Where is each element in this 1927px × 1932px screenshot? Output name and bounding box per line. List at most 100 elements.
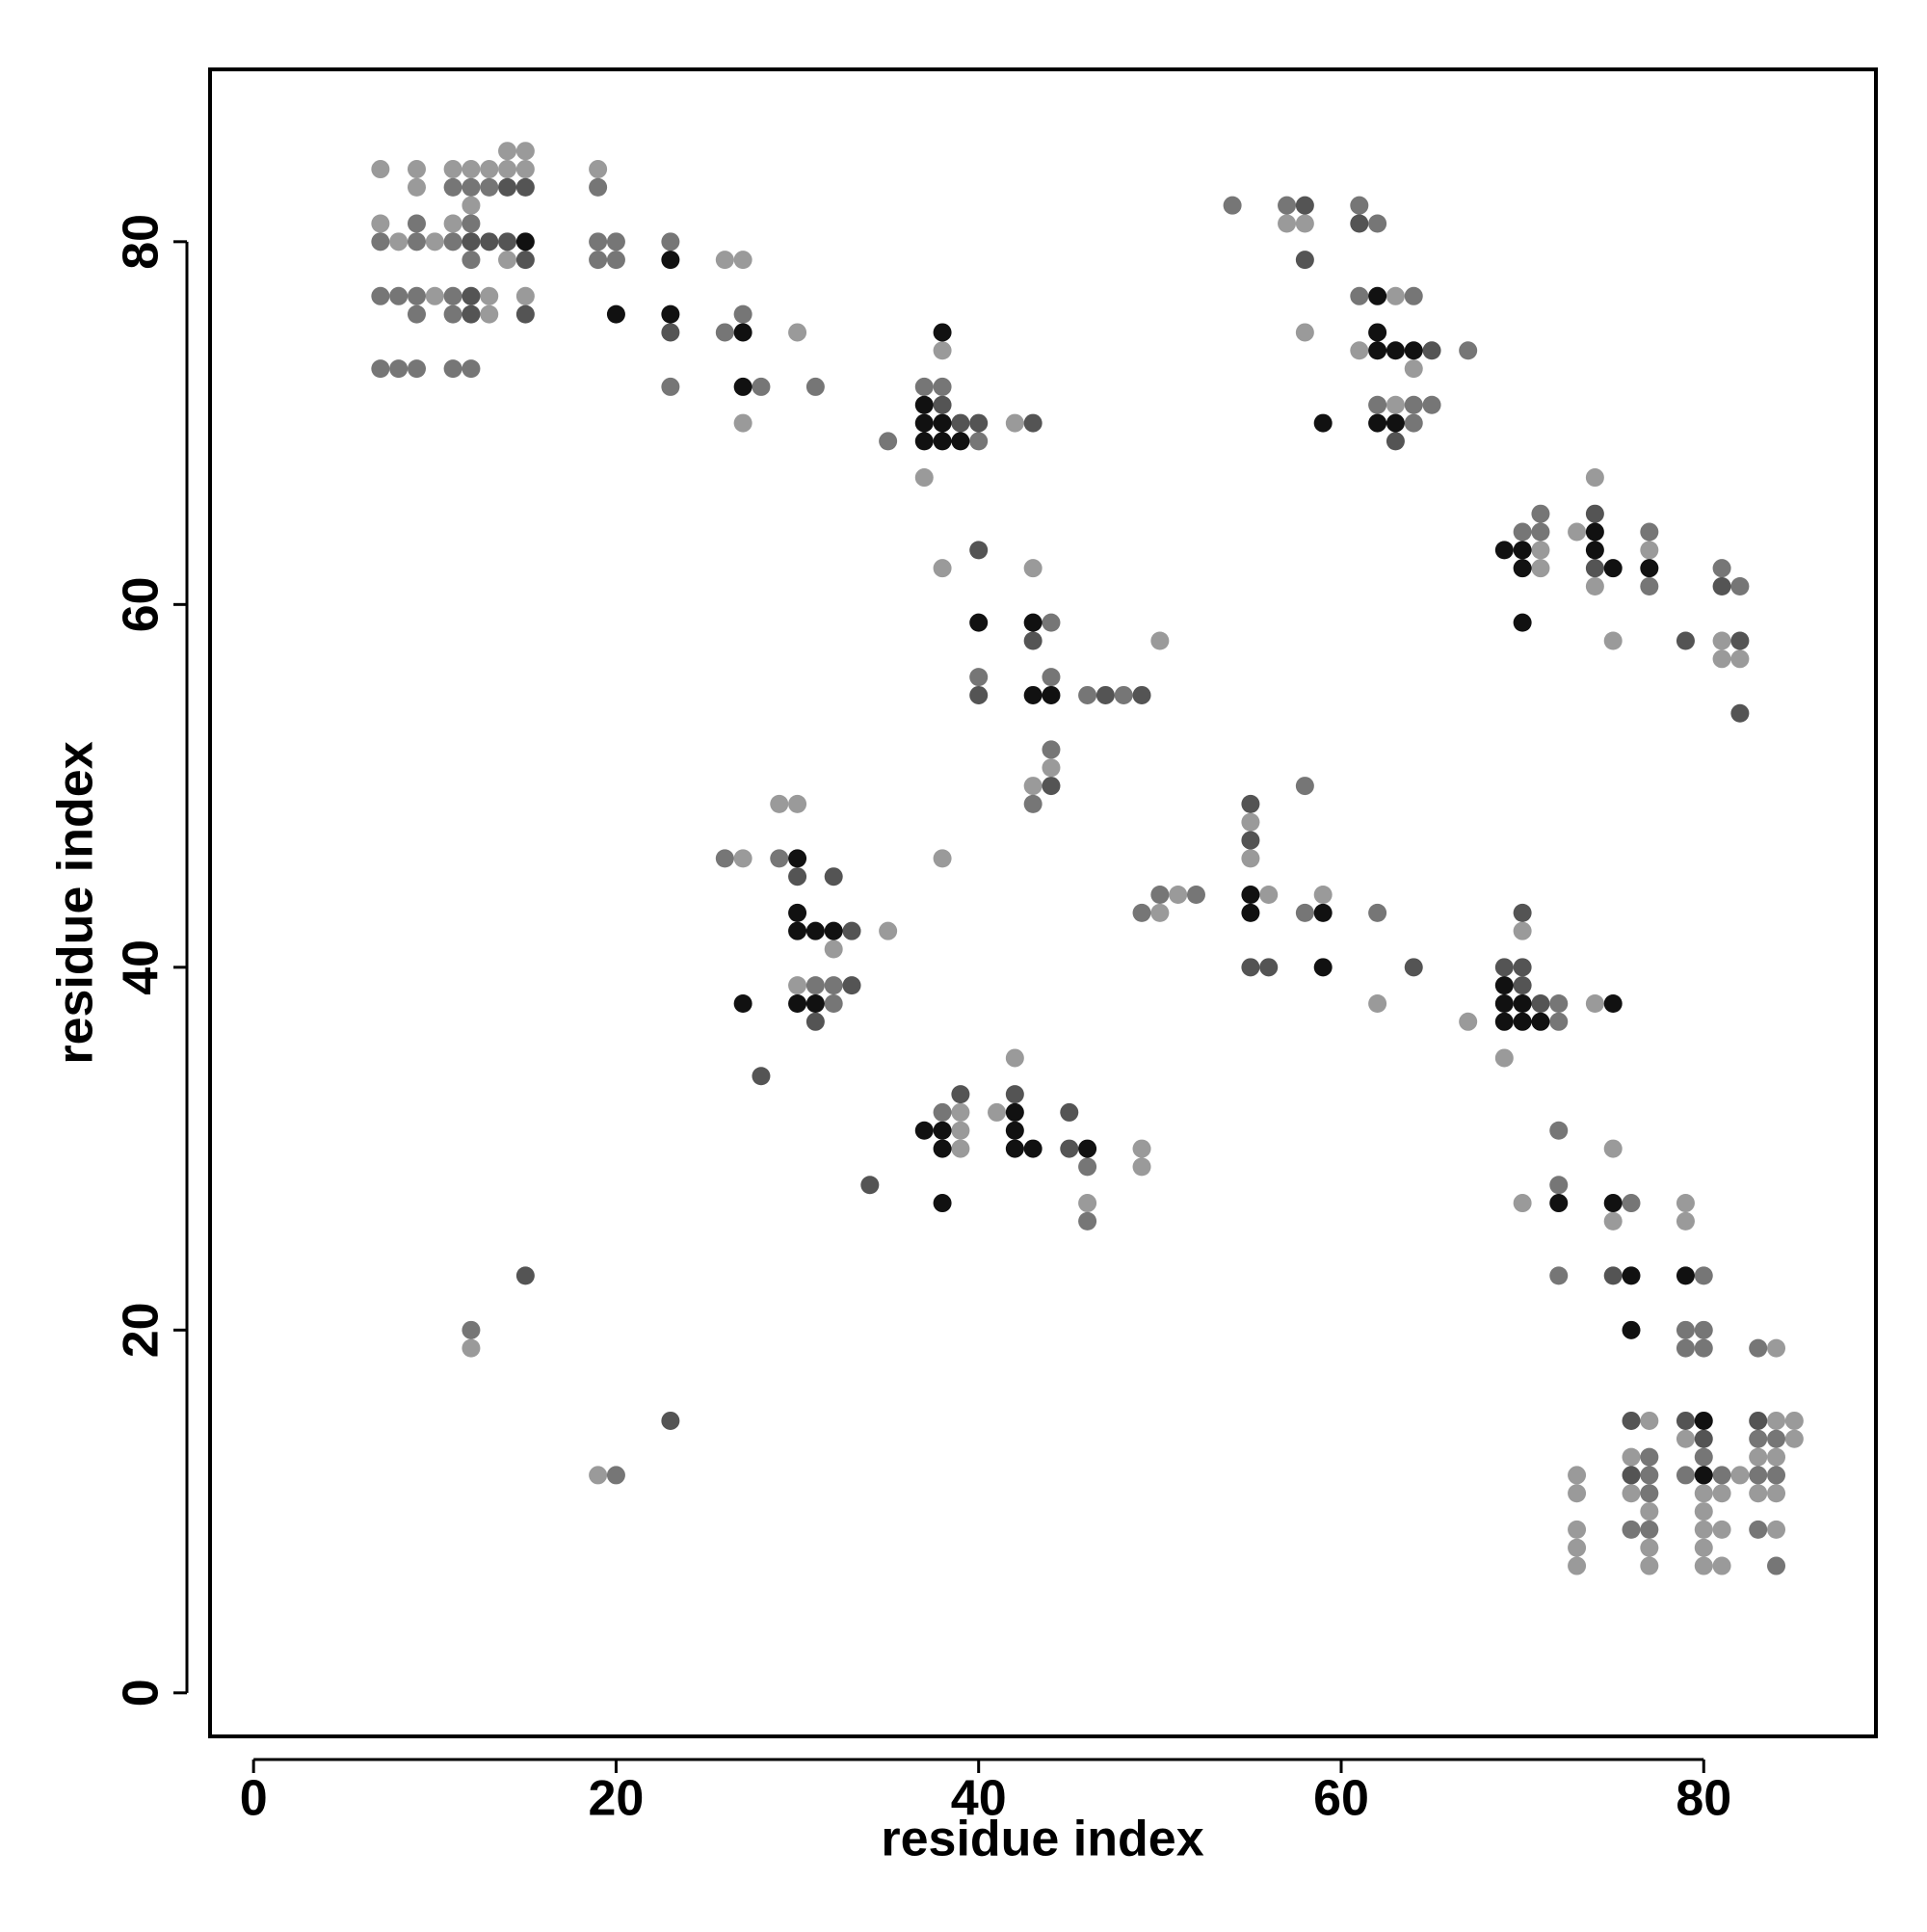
point bbox=[1531, 993, 1550, 1013]
point bbox=[969, 413, 989, 433]
point bbox=[1368, 903, 1387, 922]
point bbox=[661, 323, 680, 342]
point bbox=[933, 559, 952, 578]
point bbox=[1676, 1266, 1695, 1285]
point bbox=[1023, 794, 1043, 813]
point bbox=[1386, 341, 1405, 360]
point bbox=[443, 160, 462, 179]
point bbox=[1568, 522, 1587, 542]
point bbox=[515, 251, 535, 270]
point bbox=[752, 1067, 771, 1086]
point bbox=[805, 1012, 825, 1031]
point bbox=[1694, 1466, 1713, 1485]
point bbox=[1694, 1520, 1713, 1539]
point bbox=[1368, 341, 1387, 360]
point bbox=[1241, 812, 1260, 832]
point bbox=[1767, 1556, 1786, 1575]
point bbox=[462, 1320, 481, 1339]
point bbox=[933, 432, 952, 451]
point bbox=[1078, 1157, 1097, 1177]
point bbox=[1676, 1429, 1695, 1448]
point bbox=[1694, 1447, 1713, 1467]
point bbox=[1640, 1520, 1659, 1539]
y-tick-label: 80 bbox=[114, 214, 170, 270]
point bbox=[1712, 1556, 1731, 1575]
point bbox=[462, 1338, 481, 1358]
point bbox=[1023, 413, 1043, 433]
point bbox=[805, 976, 825, 995]
point bbox=[1494, 958, 1514, 977]
point bbox=[1386, 432, 1405, 451]
point bbox=[1060, 1139, 1079, 1158]
point bbox=[443, 177, 462, 197]
point bbox=[661, 232, 680, 251]
point bbox=[824, 940, 843, 959]
point bbox=[589, 232, 608, 251]
point bbox=[1712, 577, 1731, 596]
point bbox=[1694, 1320, 1713, 1339]
point bbox=[1640, 541, 1659, 560]
x-tick-label: 20 bbox=[589, 1771, 645, 1827]
point bbox=[1640, 522, 1659, 542]
point bbox=[824, 993, 843, 1013]
point bbox=[1549, 1121, 1569, 1140]
point bbox=[1513, 522, 1532, 542]
point bbox=[443, 286, 462, 305]
point bbox=[661, 251, 680, 270]
point bbox=[1676, 1411, 1695, 1430]
point bbox=[805, 377, 825, 396]
point bbox=[1259, 886, 1279, 905]
point bbox=[914, 377, 934, 396]
point bbox=[443, 232, 462, 251]
point bbox=[1749, 1520, 1768, 1539]
point bbox=[1585, 541, 1604, 560]
point bbox=[1060, 1102, 1079, 1122]
point bbox=[1241, 794, 1260, 813]
point bbox=[1585, 522, 1604, 542]
point bbox=[824, 867, 843, 887]
point bbox=[1150, 903, 1170, 922]
point bbox=[515, 160, 535, 179]
point bbox=[1531, 559, 1550, 578]
point bbox=[480, 304, 499, 324]
point bbox=[480, 177, 499, 197]
point bbox=[1749, 1429, 1768, 1448]
point bbox=[480, 160, 499, 179]
point bbox=[1278, 214, 1297, 233]
point bbox=[933, 413, 952, 433]
point bbox=[407, 177, 426, 197]
point bbox=[1459, 341, 1478, 360]
point bbox=[1694, 1411, 1713, 1430]
point bbox=[733, 323, 752, 342]
point bbox=[498, 232, 517, 251]
point bbox=[788, 993, 807, 1013]
point bbox=[805, 921, 825, 940]
point bbox=[1513, 903, 1532, 922]
point bbox=[1640, 577, 1659, 596]
point bbox=[1568, 1556, 1587, 1575]
point bbox=[1622, 1466, 1641, 1485]
point bbox=[824, 921, 843, 940]
point bbox=[480, 232, 499, 251]
point bbox=[1712, 631, 1731, 650]
point bbox=[1640, 1411, 1659, 1430]
point bbox=[842, 976, 861, 995]
point bbox=[1459, 1012, 1478, 1031]
point bbox=[1676, 1194, 1695, 1213]
point bbox=[1223, 196, 1242, 215]
point bbox=[407, 286, 426, 305]
point bbox=[1712, 1466, 1731, 1485]
point bbox=[462, 286, 481, 305]
point bbox=[1368, 286, 1387, 305]
point bbox=[1404, 341, 1423, 360]
point bbox=[1368, 993, 1387, 1013]
point bbox=[1295, 214, 1314, 233]
point bbox=[1767, 1520, 1786, 1539]
point bbox=[371, 214, 390, 233]
y-tick-label: 40 bbox=[114, 940, 170, 995]
point bbox=[515, 142, 535, 161]
point bbox=[1767, 1429, 1786, 1448]
point bbox=[1749, 1338, 1768, 1358]
point bbox=[1150, 631, 1170, 650]
